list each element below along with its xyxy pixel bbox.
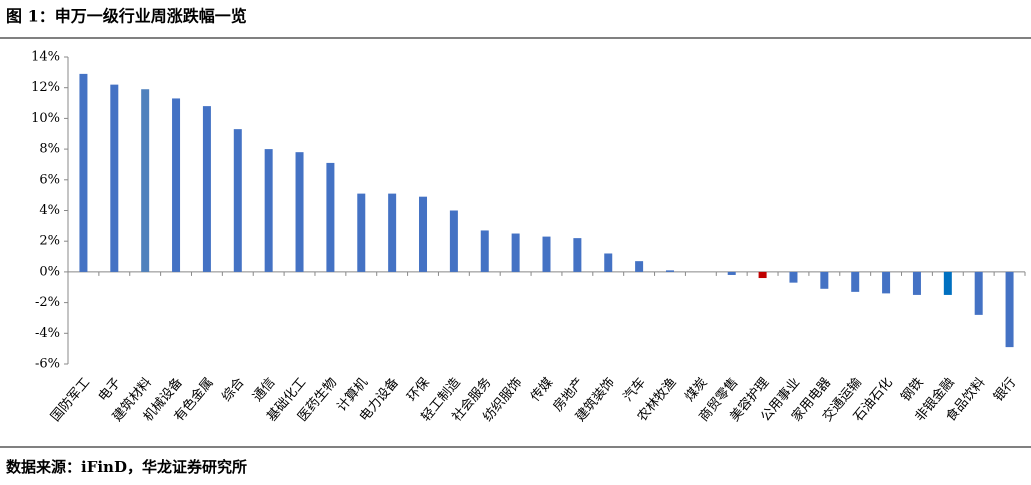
bar: [882, 271, 891, 294]
y-tick-label: -2%: [35, 295, 60, 310]
y-tick-label: 6%: [39, 172, 60, 187]
x-tick-label: 国防军工: [47, 375, 93, 425]
x-tick-label: 电子: [96, 375, 124, 405]
bar: [635, 261, 644, 272]
y-tick-label: 14%: [31, 50, 60, 65]
bar: [1005, 271, 1014, 348]
source-note: 数据来源：iFinD，华龙证券研究所: [6, 458, 247, 476]
bar: [110, 84, 119, 272]
x-tick-label: 综合: [219, 375, 247, 405]
x-tick-label: 汽车: [620, 375, 649, 405]
y-tick-label: 10%: [31, 111, 60, 126]
x-tick-label: 传媒: [528, 375, 556, 405]
bar: [912, 271, 921, 295]
bar: [727, 271, 736, 275]
bar: [295, 152, 304, 272]
bar: [357, 193, 366, 272]
y-tick-label: 12%: [31, 80, 60, 95]
bar: [758, 271, 767, 279]
bar: [604, 253, 613, 272]
bar: [202, 106, 211, 272]
bar: [326, 162, 335, 272]
bar: [789, 271, 798, 283]
bar: [665, 270, 674, 272]
bar: [943, 271, 952, 295]
bar: [573, 238, 582, 272]
x-tick-label: 银行: [991, 375, 1019, 405]
bar: [511, 233, 520, 272]
bar: [79, 73, 88, 272]
chart-title: 图 1：申万一级行业周涨跌幅一览: [6, 7, 247, 26]
bar: [542, 236, 551, 272]
x-tick-label: 煤炭: [682, 375, 710, 405]
x-tick-label: 通信: [250, 375, 278, 405]
y-tick-label: 8%: [39, 142, 60, 157]
bar: [480, 230, 489, 272]
bar: [820, 271, 829, 289]
x-tick-label: 环保: [405, 375, 433, 405]
y-tick-label: 0%: [39, 264, 60, 279]
y-tick-label: -4%: [35, 326, 60, 341]
bar: [388, 193, 397, 272]
bar: [974, 271, 983, 315]
y-tick-label: 2%: [39, 234, 60, 249]
y-tick-label: 4%: [39, 203, 60, 218]
bar: [419, 196, 428, 272]
bar: [172, 98, 181, 272]
x-tick-label: 钢铁: [898, 375, 926, 405]
bar: [449, 210, 458, 272]
bar: [233, 129, 242, 272]
bar: [264, 149, 273, 272]
y-tick-label: -6%: [35, 357, 60, 372]
bar: [141, 89, 150, 272]
bar: [851, 271, 860, 292]
